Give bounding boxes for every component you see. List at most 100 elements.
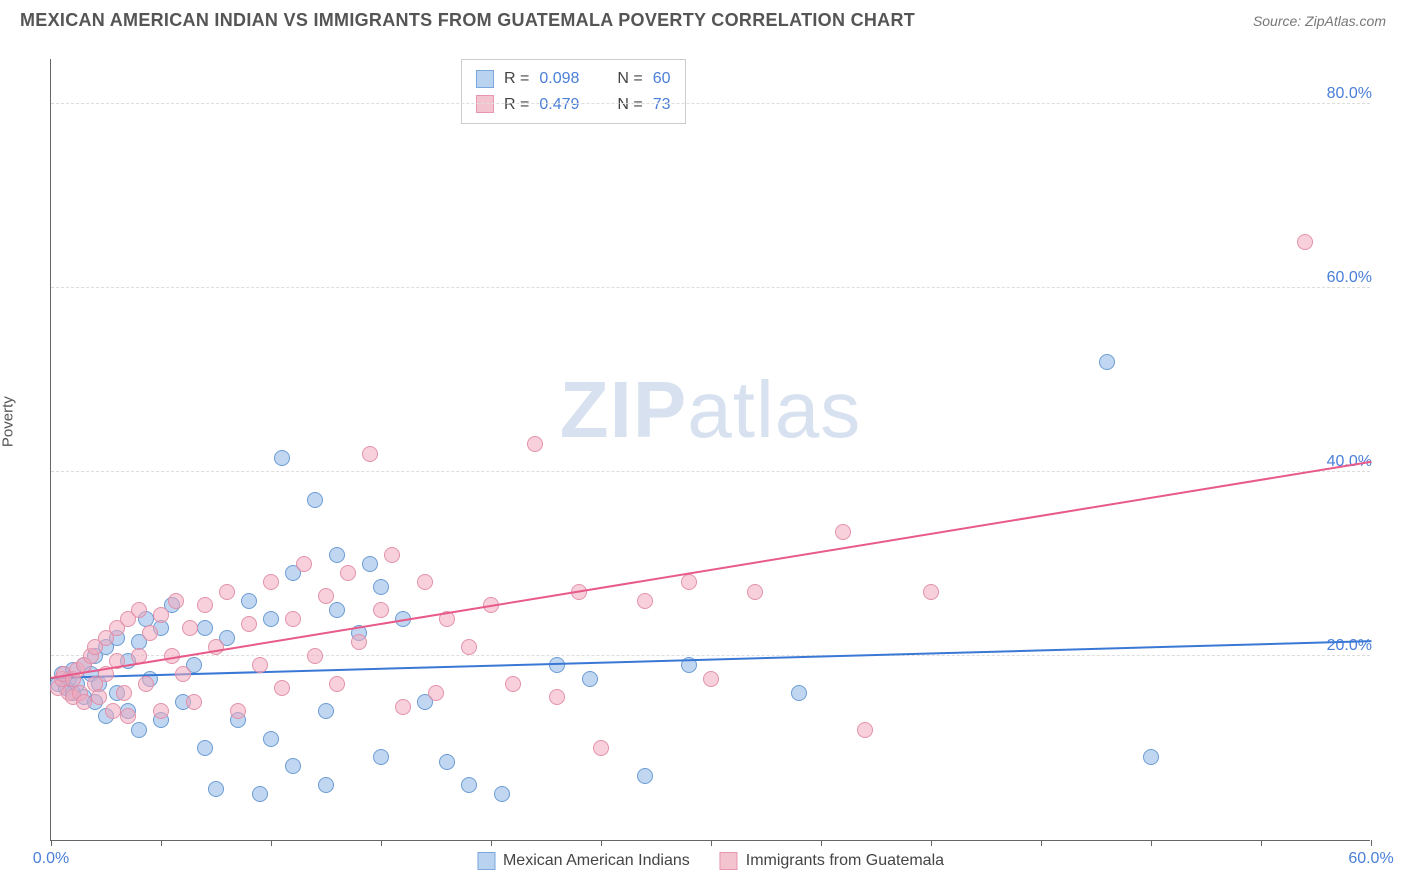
- scatter-point: [703, 671, 719, 687]
- scatter-point: [351, 634, 367, 650]
- scatter-point: [175, 666, 191, 682]
- stats-row: R = 0.479 N = 73: [476, 92, 671, 118]
- y-tick-label: 80.0%: [1327, 85, 1372, 103]
- scatter-point: [329, 602, 345, 618]
- stat-n-value: 73: [653, 92, 671, 118]
- scatter-point: [263, 574, 279, 590]
- bottom-legend: Mexican American Indians Immigrants from …: [477, 852, 944, 870]
- scatter-point: [153, 607, 169, 623]
- gridline: [51, 287, 1370, 288]
- scatter-point: [252, 657, 268, 673]
- stat-n-label: N =: [617, 66, 642, 92]
- stat-r-value: 0.098: [539, 66, 579, 92]
- scatter-point: [307, 492, 323, 508]
- x-tick: [821, 840, 822, 846]
- scatter-point: [153, 703, 169, 719]
- scatter-point: [168, 593, 184, 609]
- scatter-point: [439, 754, 455, 770]
- scatter-point: [142, 625, 158, 641]
- x-tick-label: 0.0%: [33, 850, 69, 868]
- series-swatch: [476, 70, 494, 88]
- scatter-point: [549, 689, 565, 705]
- scatter-point: [340, 565, 356, 581]
- scatter-point: [373, 749, 389, 765]
- scatter-point: [494, 786, 510, 802]
- x-tick: [491, 840, 492, 846]
- x-tick: [711, 840, 712, 846]
- scatter-point: [362, 556, 378, 572]
- scatter-point: [461, 777, 477, 793]
- scatter-point: [120, 708, 136, 724]
- scatter-point: [197, 740, 213, 756]
- scatter-point: [76, 694, 92, 710]
- stat-n-label: N =: [617, 92, 642, 118]
- gridline: [51, 103, 1370, 104]
- x-tick: [931, 840, 932, 846]
- scatter-point: [857, 722, 873, 738]
- scatter-point: [208, 781, 224, 797]
- scatter-point: [307, 648, 323, 664]
- scatter-point: [461, 639, 477, 655]
- plot-area: ZIPatlas R =0.098N =60R =0.479N =73 Mexi…: [50, 59, 1370, 841]
- scatter-point: [1099, 354, 1115, 370]
- scatter-point: [116, 685, 132, 701]
- scatter-point: [1143, 749, 1159, 765]
- watermark: ZIPatlas: [560, 364, 861, 456]
- x-tick: [51, 840, 52, 846]
- scatter-point: [384, 547, 400, 563]
- scatter-point: [318, 588, 334, 604]
- scatter-point: [373, 579, 389, 595]
- scatter-point: [505, 676, 521, 692]
- scatter-point: [274, 450, 290, 466]
- scatter-point: [186, 694, 202, 710]
- scatter-point: [318, 703, 334, 719]
- y-tick-label: 60.0%: [1327, 269, 1372, 287]
- scatter-point: [835, 524, 851, 540]
- scatter-point: [296, 556, 312, 572]
- x-tick: [1041, 840, 1042, 846]
- y-axis-label: Poverty: [0, 396, 17, 447]
- scatter-point: [373, 602, 389, 618]
- scatter-point: [241, 593, 257, 609]
- x-tick-label: 60.0%: [1348, 850, 1393, 868]
- scatter-point: [318, 777, 334, 793]
- scatter-point: [197, 597, 213, 613]
- scatter-point: [747, 584, 763, 600]
- scatter-point: [285, 758, 301, 774]
- scatter-point: [329, 547, 345, 563]
- stat-n-value: 60: [653, 66, 671, 92]
- scatter-point: [549, 657, 565, 673]
- scatter-point: [527, 436, 543, 452]
- scatter-point: [263, 611, 279, 627]
- legend-label: Immigrants from Guatemala: [746, 852, 944, 870]
- scatter-point: [230, 703, 246, 719]
- scatter-point: [362, 446, 378, 462]
- scatter-point: [263, 731, 279, 747]
- scatter-point: [417, 574, 433, 590]
- scatter-point: [131, 602, 147, 618]
- legend-item: Mexican American Indians: [477, 852, 690, 870]
- scatter-point: [637, 768, 653, 784]
- x-tick: [1261, 840, 1262, 846]
- scatter-point: [182, 620, 198, 636]
- scatter-point: [593, 740, 609, 756]
- x-tick: [1371, 840, 1372, 846]
- scatter-point: [791, 685, 807, 701]
- scatter-point: [274, 680, 290, 696]
- scatter-point: [197, 620, 213, 636]
- x-tick: [161, 840, 162, 846]
- scatter-point: [285, 611, 301, 627]
- stat-r-label: R =: [504, 66, 529, 92]
- chart-container: Poverty ZIPatlas R = 0.098 N = 60 R = 0.479 N …: [0, 39, 1406, 889]
- x-tick: [1151, 840, 1152, 846]
- gridline: [51, 471, 1370, 472]
- stat-r-value: 0.479: [539, 92, 579, 118]
- scatter-point: [131, 722, 147, 738]
- scatter-point: [252, 786, 268, 802]
- series-swatch: [720, 852, 738, 870]
- scatter-point: [395, 699, 411, 715]
- chart-title: MEXICAN AMERICAN INDIAN VS IMMIGRANTS FR…: [20, 10, 915, 31]
- series-swatch: [477, 852, 495, 870]
- chart-source: Source: ZipAtlas.com: [1253, 13, 1386, 29]
- stat-r-label: R =: [504, 92, 529, 118]
